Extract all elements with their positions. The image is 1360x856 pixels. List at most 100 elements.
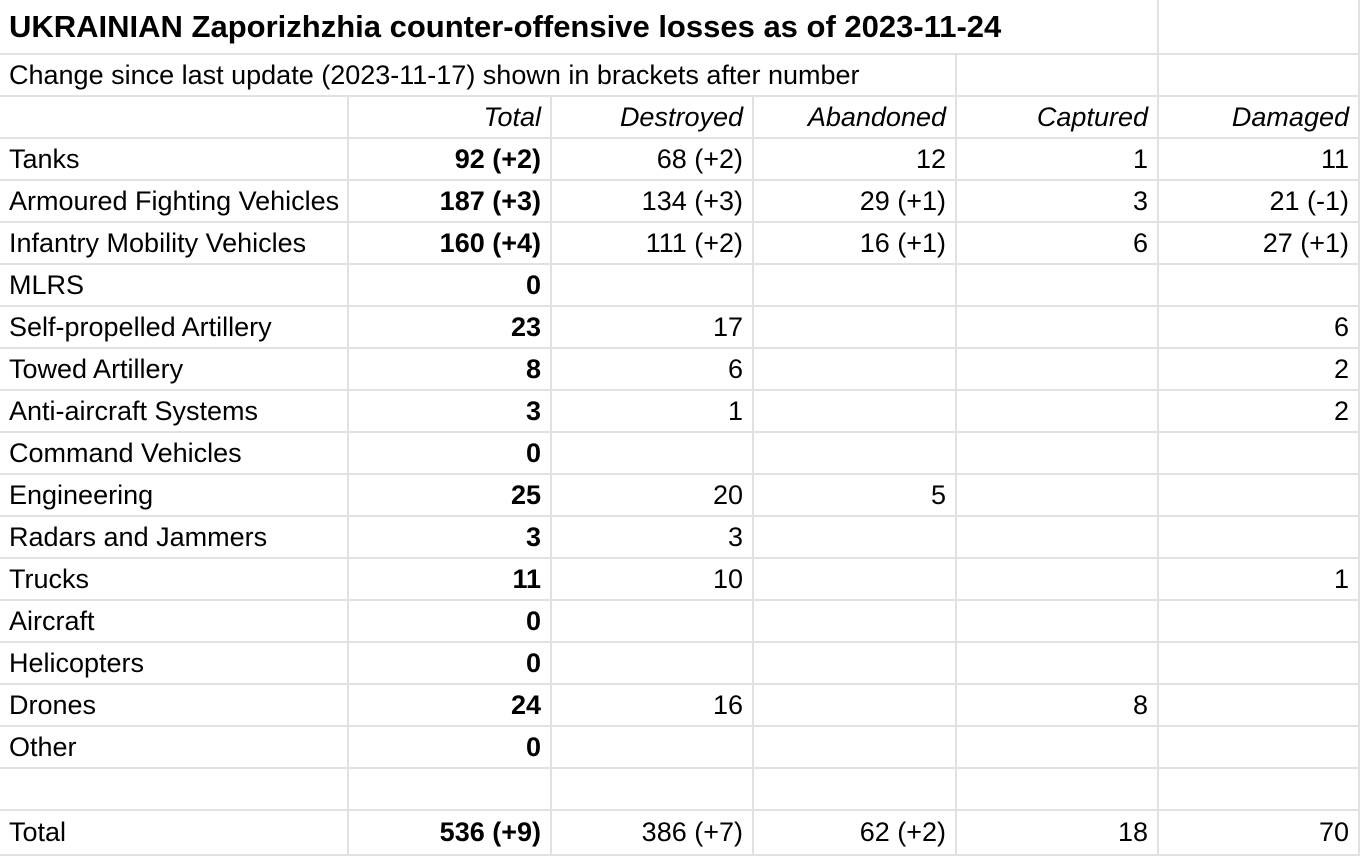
cell-captured[interactable] — [957, 307, 1159, 349]
cell-abandoned[interactable] — [754, 601, 957, 643]
empty-cell[interactable] — [1159, 0, 1360, 55]
cell-captured[interactable]: 18 — [957, 811, 1159, 856]
cell-damaged[interactable]: 1 — [1159, 559, 1360, 601]
cell-damaged[interactable] — [1159, 643, 1360, 685]
column-header-captured[interactable]: Captured — [957, 97, 1159, 139]
cell-destroyed[interactable]: 386 (+7) — [552, 811, 754, 856]
cell-damaged[interactable]: 70 — [1159, 811, 1360, 856]
cell-destroyed[interactable]: 16 — [552, 685, 754, 727]
row-label-self-propelled-artillery[interactable]: Self-propelled Artillery — [0, 307, 349, 349]
row-label-infantry-mobility-vehicles[interactable]: Infantry Mobility Vehicles — [0, 223, 349, 265]
row-label-engineering[interactable]: Engineering — [0, 475, 349, 517]
cell-damaged[interactable] — [1159, 265, 1360, 307]
cell-captured[interactable]: 8 — [957, 685, 1159, 727]
cell-total[interactable]: 3 — [349, 391, 552, 433]
cell-abandoned[interactable]: 12 — [754, 139, 957, 181]
row-label-aircraft[interactable]: Aircraft — [0, 601, 349, 643]
cell-damaged[interactable]: 6 — [1159, 307, 1360, 349]
cell-captured[interactable] — [957, 265, 1159, 307]
cell-damaged[interactable]: 21 (-1) — [1159, 181, 1360, 223]
cell-destroyed[interactable] — [552, 601, 754, 643]
cell-captured[interactable] — [957, 559, 1159, 601]
cell-damaged[interactable]: 27 (+1) — [1159, 223, 1360, 265]
cell-damaged[interactable] — [1159, 601, 1360, 643]
cell-abandoned[interactable] — [754, 391, 957, 433]
row-label-radars-and-jammers[interactable]: Radars and Jammers — [0, 517, 349, 559]
cell-total[interactable]: 11 — [349, 559, 552, 601]
cell-total[interactable]: 160 (+4) — [349, 223, 552, 265]
row-label-trucks[interactable]: Trucks — [0, 559, 349, 601]
empty-cell[interactable] — [957, 769, 1159, 811]
empty-cell[interactable] — [0, 769, 349, 811]
cell-destroyed[interactable]: 134 (+3) — [552, 181, 754, 223]
cell-captured[interactable] — [957, 727, 1159, 769]
cell-abandoned[interactable]: 62 (+2) — [754, 811, 957, 856]
cell-captured[interactable]: 6 — [957, 223, 1159, 265]
cell-total[interactable]: 0 — [349, 727, 552, 769]
cell-captured[interactable]: 3 — [957, 181, 1159, 223]
cell-damaged[interactable] — [1159, 517, 1360, 559]
cell-total[interactable]: 187 (+3) — [349, 181, 552, 223]
cell-destroyed[interactable] — [552, 643, 754, 685]
column-header-damaged[interactable]: Damaged — [1159, 97, 1360, 139]
row-label-total[interactable]: Total — [0, 811, 349, 856]
row-label-anti-aircraft-systems[interactable]: Anti-aircraft Systems — [0, 391, 349, 433]
cell-destroyed[interactable] — [552, 265, 754, 307]
cell-captured[interactable] — [957, 601, 1159, 643]
cell-abandoned[interactable] — [754, 307, 957, 349]
cell-abandoned[interactable] — [754, 517, 957, 559]
cell-captured[interactable]: 1 — [957, 139, 1159, 181]
cell-destroyed[interactable] — [552, 433, 754, 475]
row-label-armoured-fighting-vehicles[interactable]: Armoured Fighting Vehicles — [0, 181, 349, 223]
row-label-drones[interactable]: Drones — [0, 685, 349, 727]
cell-abandoned[interactable] — [754, 433, 957, 475]
cell-damaged[interactable]: 2 — [1159, 349, 1360, 391]
cell-total[interactable]: 3 — [349, 517, 552, 559]
cell-damaged[interactable] — [1159, 685, 1360, 727]
cell-total[interactable]: 0 — [349, 265, 552, 307]
column-header-abandoned[interactable]: Abandoned — [754, 97, 957, 139]
cell-total[interactable]: 536 (+9) — [349, 811, 552, 856]
row-label-towed-artillery[interactable]: Towed Artillery — [0, 349, 349, 391]
cell-abandoned[interactable] — [754, 643, 957, 685]
cell-total[interactable]: 8 — [349, 349, 552, 391]
cell-destroyed[interactable] — [552, 727, 754, 769]
row-label-mlrs[interactable]: MLRS — [0, 265, 349, 307]
cell-abandoned[interactable]: 5 — [754, 475, 957, 517]
empty-cell[interactable] — [552, 769, 754, 811]
cell-destroyed[interactable]: 17 — [552, 307, 754, 349]
header-empty-cell[interactable] — [0, 97, 349, 139]
cell-total[interactable]: 23 — [349, 307, 552, 349]
cell-captured[interactable] — [957, 349, 1159, 391]
row-label-tanks[interactable]: Tanks — [0, 139, 349, 181]
cell-captured[interactable] — [957, 391, 1159, 433]
cell-damaged[interactable]: 2 — [1159, 391, 1360, 433]
cell-captured[interactable] — [957, 643, 1159, 685]
cell-total[interactable]: 24 — [349, 685, 552, 727]
cell-destroyed[interactable]: 20 — [552, 475, 754, 517]
cell-captured[interactable] — [957, 433, 1159, 475]
empty-cell[interactable] — [1159, 55, 1360, 97]
sheet-subtitle-cell[interactable]: Change since last update (2023-11-17) sh… — [0, 55, 957, 97]
cell-destroyed[interactable]: 3 — [552, 517, 754, 559]
cell-damaged[interactable] — [1159, 475, 1360, 517]
empty-cell[interactable] — [754, 769, 957, 811]
empty-cell[interactable] — [957, 55, 1159, 97]
column-header-destroyed[interactable]: Destroyed — [552, 97, 754, 139]
cell-total[interactable]: 25 — [349, 475, 552, 517]
cell-abandoned[interactable] — [754, 265, 957, 307]
cell-abandoned[interactable] — [754, 349, 957, 391]
cell-abandoned[interactable] — [754, 685, 957, 727]
cell-destroyed[interactable]: 1 — [552, 391, 754, 433]
cell-destroyed[interactable]: 10 — [552, 559, 754, 601]
cell-total[interactable]: 92 (+2) — [349, 139, 552, 181]
sheet-title-cell[interactable]: UKRAINIAN Zaporizhzhia counter-offensive… — [0, 0, 1159, 55]
row-label-helicopters[interactable]: Helicopters — [0, 643, 349, 685]
cell-damaged[interactable]: 11 — [1159, 139, 1360, 181]
cell-abandoned[interactable] — [754, 559, 957, 601]
cell-captured[interactable] — [957, 517, 1159, 559]
row-label-other[interactable]: Other — [0, 727, 349, 769]
cell-abandoned[interactable]: 29 (+1) — [754, 181, 957, 223]
cell-total[interactable]: 0 — [349, 643, 552, 685]
empty-cell[interactable] — [349, 769, 552, 811]
